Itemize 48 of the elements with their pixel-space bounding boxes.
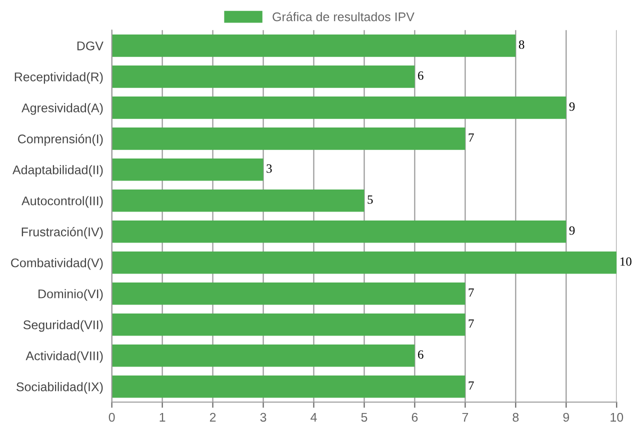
x-tick-label: 3	[260, 412, 266, 422]
bar	[112, 344, 415, 367]
x-tick-label: 2	[210, 412, 216, 422]
bar	[112, 313, 466, 336]
bar	[112, 158, 264, 181]
x-tick-label: 1	[160, 413, 166, 422]
x-tick-label: 9	[563, 412, 570, 422]
x-tick-label: 8	[512, 412, 519, 422]
y-tick-label: Actividad(VIII)	[26, 351, 103, 363]
x-tick-label: 7	[462, 413, 468, 422]
data-label: 7	[468, 319, 474, 328]
x-tick-label: 6	[412, 412, 418, 422]
data-label: 6	[418, 350, 424, 359]
y-tick-label: Autocontrol(III)	[22, 196, 103, 208]
data-label: 8	[518, 40, 524, 49]
bar	[112, 128, 466, 150]
x-tick-label: 4	[310, 413, 317, 422]
bar	[112, 282, 466, 305]
bar	[112, 34, 516, 57]
bar	[112, 189, 364, 212]
y-tick-label: Comprensión(I)	[18, 134, 103, 146]
data-label: 7	[468, 288, 474, 297]
data-label: 9	[569, 226, 575, 235]
bar	[112, 375, 466, 398]
bar	[112, 251, 617, 274]
x-tick-label: 10	[610, 412, 624, 422]
data-label: 7	[468, 133, 474, 142]
y-tick-label: Seguridad(VII)	[23, 320, 103, 332]
data-label: 7	[468, 381, 474, 390]
y-tick-label: Adaptabilidad(II)	[12, 165, 103, 177]
x-tick-label: 0	[108, 412, 115, 422]
y-tick-label: Dominio(VI)	[38, 289, 103, 301]
legend-label: Gráfica de resultados IPV	[272, 12, 414, 22]
y-tick-label: DGV	[77, 41, 104, 50]
bar	[112, 66, 415, 88]
y-tick-label: Agresividad(A)	[22, 103, 103, 115]
data-label: 10	[620, 257, 632, 266]
y-tick-label: Receptividad(R)	[14, 72, 103, 84]
data-label: 5	[368, 195, 373, 204]
data-label: 6	[418, 71, 424, 80]
x-tick-label: 5	[361, 413, 368, 422]
y-tick-label: Frustración(IV)	[22, 227, 103, 239]
y-tick-label: Combatividad(V)	[11, 258, 103, 270]
data-label: 9	[569, 102, 575, 111]
data-label: 3	[266, 164, 272, 173]
bar	[112, 96, 566, 119]
y-tick-label: Sociabilidad(IX)	[16, 382, 103, 394]
bar	[112, 220, 566, 243]
